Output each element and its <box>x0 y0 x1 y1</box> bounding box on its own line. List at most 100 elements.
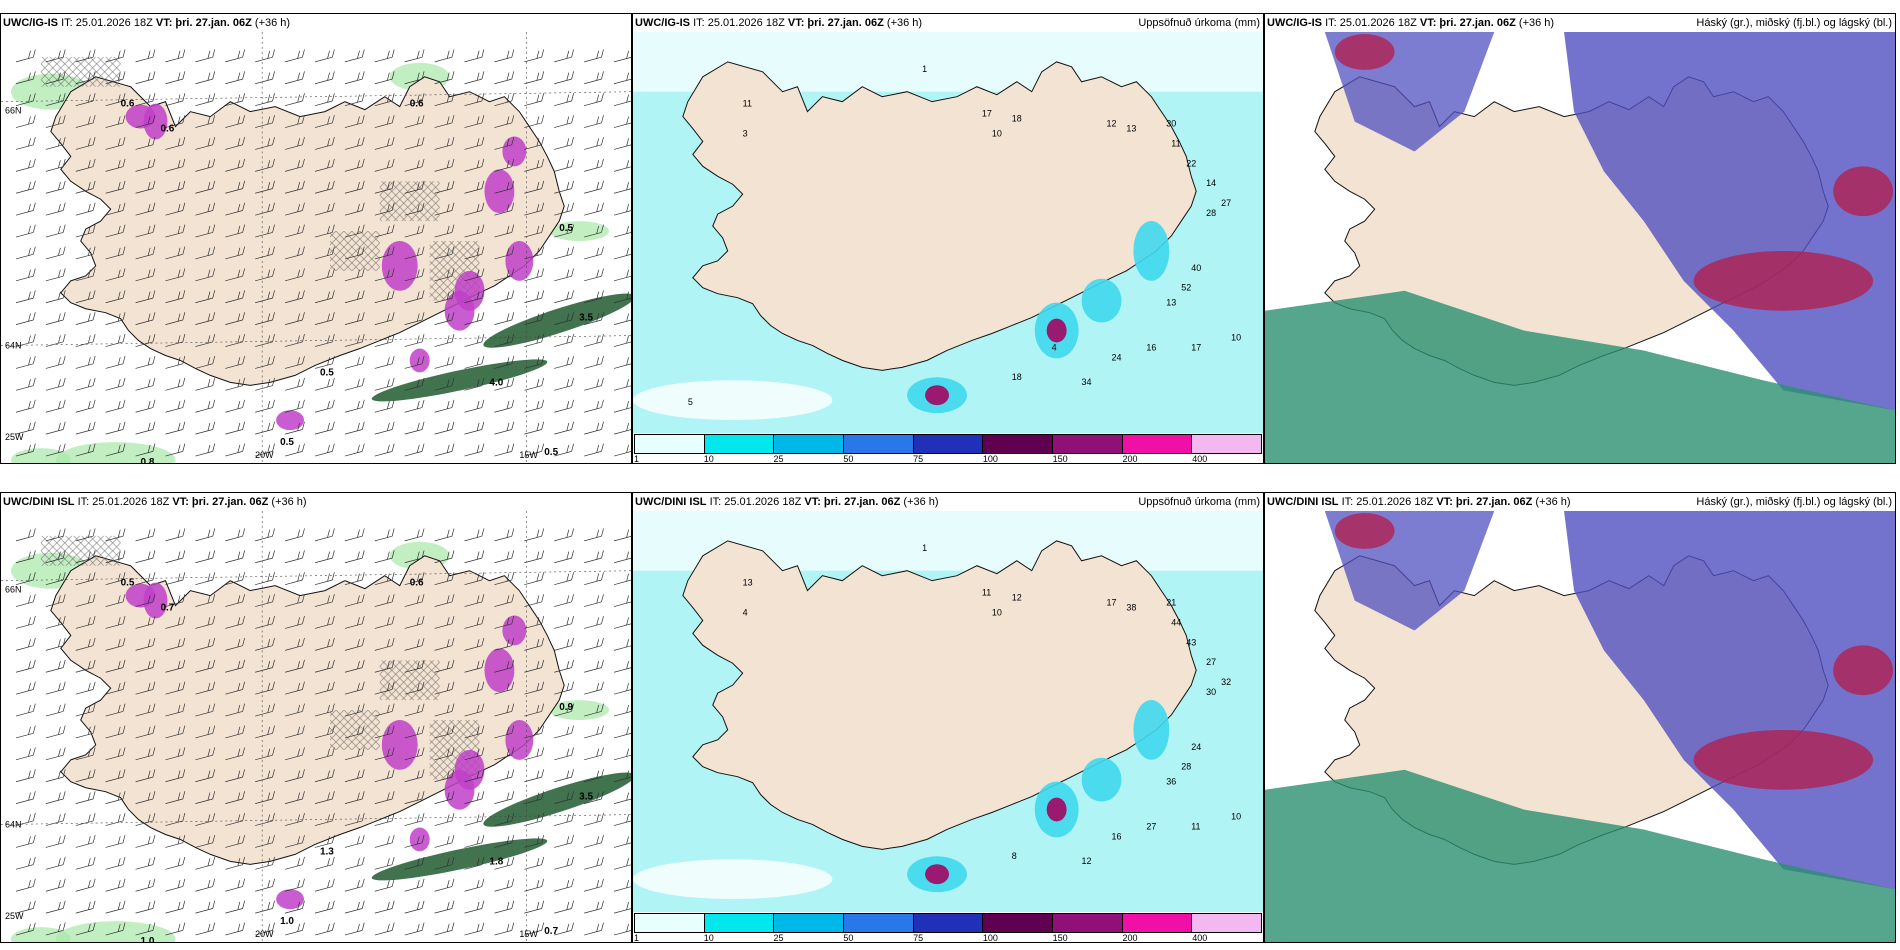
colorbar-label: 50 <box>843 933 854 943</box>
panel-header: UWC/DINI ISL IT: 25.01.2026 18Z VT: þri.… <box>633 493 1263 511</box>
wind-map[interactable]: 66N 64N 25W 20W 15W 0.5 0.6 1.0 0.7 0.9 3.5 1.8 1.0 0… <box>1 511 631 942</box>
value-label: 52 <box>1181 283 1191 293</box>
value-label: 13 <box>1166 298 1176 308</box>
value-label: 34 <box>1082 377 1092 387</box>
model-label: UWC/DINI ISL <box>1267 496 1339 508</box>
colorbar-swatch <box>913 435 984 453</box>
value-label: 10 <box>992 128 1002 138</box>
valid-time: VT: þri. 27.jan. 06Z <box>1436 496 1533 508</box>
colorbar-label: 1 <box>634 454 640 464</box>
colorbar-swatch <box>704 914 775 932</box>
panel-header: UWC/IG-IS IT: 25.01.2026 18Z VT: þri. 27… <box>1 14 631 32</box>
colorbar-label: 100 <box>982 933 998 943</box>
init-time: IT: 25.01.2026 18Z <box>61 17 153 29</box>
value-label: 36 <box>1166 777 1176 787</box>
value-label: 0.6 <box>121 99 135 110</box>
panel-header: UWC/IG-IS IT: 25.01.2026 18Z VT: þri. 27… <box>1265 14 1895 32</box>
value-label: 10 <box>992 607 1002 617</box>
colorbar-swatch <box>1122 435 1193 453</box>
valid-time: VT: þri. 27.jan. 06Z <box>1419 17 1516 29</box>
value-label: 11 <box>1171 138 1180 148</box>
value-label: 13 <box>743 578 753 588</box>
colorbar-swatch <box>913 914 984 932</box>
panel-ig-wind: UWC/IG-IS IT: 25.01.2026 18Z VT: þri. 27… <box>0 13 632 464</box>
colorbar-label: 400 <box>1192 933 1208 943</box>
value-label: 0.5 <box>121 578 135 589</box>
value-label: 0.6 <box>410 99 424 110</box>
value-label: 17 <box>982 109 992 119</box>
precip-map[interactable]: 1 13 4 11 10 12 17 38 21 44 43 27 32 30 24 28 36 27 16 12 11… <box>633 511 1263 912</box>
graticule-label: 25W <box>5 911 24 921</box>
panel-ig-precip: UWC/IG-IS IT: 25.01.2026 18Z VT: þri. 27… <box>632 13 1264 464</box>
model-label: UWC/DINI ISL <box>3 496 75 508</box>
value-label: 1 <box>922 543 927 553</box>
value-label: 16 <box>1111 831 1121 841</box>
colorbar-swatch <box>1122 914 1193 932</box>
colorbar-label: 25 <box>773 933 784 943</box>
value-label: 27 <box>1221 198 1231 208</box>
wind-map[interactable]: 66N 64N 25W 20W 15W 0.6 0.6 0.5 0.5 0.5 3.5 4.0 0.8 0… <box>1 32 631 463</box>
panel-header: UWC/DINI ISL IT: 25.01.2026 18Z VT: þri.… <box>1265 493 1895 511</box>
value-label: 32 <box>1221 677 1231 687</box>
colorbar-swatch <box>983 914 1054 932</box>
colorbar-label: 75 <box>913 933 924 943</box>
colorbar-swatch <box>844 914 914 932</box>
value-label: 18 <box>1012 372 1022 382</box>
panel-dini-clouds: UWC/DINI ISL IT: 25.01.2026 18Z VT: þri.… <box>1264 492 1896 943</box>
value-label: 16 <box>1146 342 1156 352</box>
value-label: 14 <box>1206 178 1216 188</box>
valid-time: VT: þri. 27.jan. 06Z <box>172 496 269 508</box>
colorbar-swatch <box>1053 914 1123 932</box>
graticule-label: 15W <box>519 929 538 939</box>
value-label: 21 <box>1166 598 1176 608</box>
precip-map[interactable]: 1 11 3 17 10 18 12 13 30 11 22 14 27 28 40 52 13 16 24 34 17… <box>633 32 1263 433</box>
model-label: UWC/IG-IS <box>1267 17 1322 29</box>
lead-time: (+36 h) <box>1535 496 1571 508</box>
colorbar-swatch <box>1192 435 1262 453</box>
colorbar-label: 50 <box>843 454 854 464</box>
value-label: 0.9 <box>559 702 573 713</box>
colorbar-label: 200 <box>1122 454 1138 464</box>
value-label: 27 <box>1146 821 1156 831</box>
colorbar-label: 75 <box>913 454 924 464</box>
field-title: Háský (gr.), miðský (fj.bl.) og lágský (… <box>1696 496 1892 508</box>
value-label: 0.5 <box>280 437 294 448</box>
model-label: UWC/IG-IS <box>3 17 58 29</box>
colorbar-label: 400 <box>1192 454 1208 464</box>
colorbar-swatch <box>704 435 775 453</box>
value-label: 3 <box>743 128 748 138</box>
panel-dini-precip: UWC/DINI ISL IT: 25.01.2026 18Z VT: þri.… <box>632 492 1264 943</box>
graticule-label: 66N <box>5 585 21 595</box>
colorbar-swatch <box>1053 435 1123 453</box>
model-label: UWC/DINI ISL <box>635 496 707 508</box>
panel-dini-wind: UWC/DINI ISL IT: 25.01.2026 18Z VT: þri.… <box>0 492 632 943</box>
value-label: 0.5 <box>320 367 334 378</box>
field-title: Háský (gr.), miðský (fj.bl.) og lágský (… <box>1696 17 1892 29</box>
graticule-label: 64N <box>5 820 21 830</box>
value-label: 13 <box>1126 124 1136 134</box>
value-label: 28 <box>1181 762 1191 772</box>
graticule-label: 66N <box>5 106 21 116</box>
value-label: 28 <box>1206 208 1216 218</box>
value-label: 0.5 <box>559 223 573 234</box>
panel-header: UWC/DINI ISL IT: 25.01.2026 18Z VT: þri.… <box>1 493 631 511</box>
colorbar-label: 100 <box>982 454 998 464</box>
colorbar-label: 150 <box>1052 933 1068 943</box>
value-label: 12 <box>1012 593 1022 603</box>
init-time: IT: 25.01.2026 18Z <box>1341 496 1434 508</box>
cloud-map[interactable] <box>1265 32 1895 463</box>
value-label: 18 <box>1012 114 1022 124</box>
lead-time: (+36 h) <box>903 496 939 508</box>
lead-time: (+36 h) <box>271 496 307 508</box>
value-label: 43 <box>1186 637 1196 647</box>
colorbar-swatch <box>983 435 1054 453</box>
value-label: 1.0 <box>280 916 294 927</box>
value-label: 1.8 <box>489 856 503 867</box>
init-time: IT: 25.01.2026 18Z <box>709 496 802 508</box>
cloud-map[interactable] <box>1265 511 1895 942</box>
value-label: 1 <box>922 64 927 74</box>
value-label: 11 <box>1191 821 1200 831</box>
colorbar-swatch <box>844 435 914 453</box>
value-label: 1.3 <box>320 846 334 857</box>
colorbar: 1 10 25 50 75 100 150 200 400 <box>634 913 1262 943</box>
